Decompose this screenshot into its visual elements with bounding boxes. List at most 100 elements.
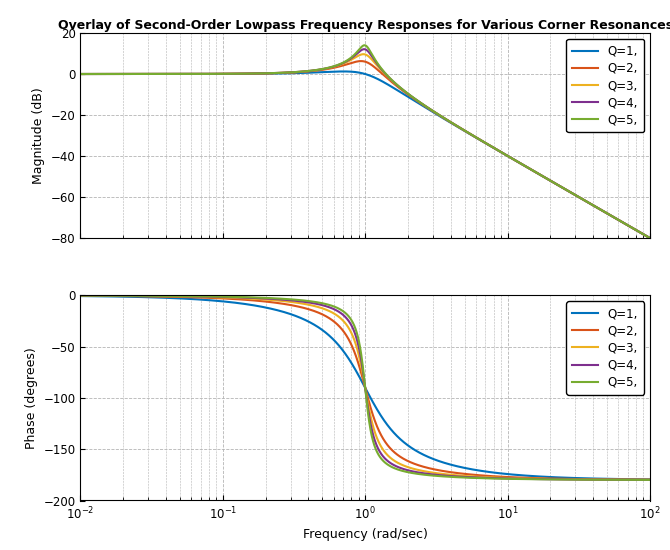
Q=1, — [646, 235, 654, 241]
Q=3, — [320, 305, 328, 312]
Q=2, — [76, 71, 84, 78]
Q=5, — [141, 293, 149, 299]
Q=4, — [141, 71, 149, 78]
Q=3, — [574, 193, 582, 200]
Q=3, — [646, 235, 654, 241]
Q=5, — [295, 296, 303, 303]
Q=2, — [320, 312, 328, 318]
Q=5, — [320, 300, 328, 307]
Q=4, — [646, 476, 654, 483]
Q=1, — [634, 476, 643, 482]
Q=5, — [635, 228, 643, 235]
Q=4, — [360, 46, 368, 52]
Line: Q=4,: Q=4, — [80, 49, 650, 238]
Q=1, — [76, 71, 84, 78]
Q=3, — [175, 70, 183, 77]
Q=5, — [634, 476, 643, 483]
Q=5, — [76, 292, 84, 299]
Q=1, — [295, 70, 303, 76]
Q=4, — [635, 228, 643, 235]
Q=4, — [76, 292, 84, 299]
Line: Q=3,: Q=3, — [80, 54, 650, 238]
Q=4, — [320, 302, 328, 309]
Q=1, — [574, 475, 582, 481]
Q=5, — [295, 69, 303, 75]
Q=2, — [635, 228, 643, 235]
Q=2, — [320, 67, 328, 73]
Y-axis label: Magnitude (dB): Magnitude (dB) — [32, 87, 46, 184]
Q=5, — [76, 71, 84, 78]
Q=1, — [141, 294, 149, 300]
Q=2, — [141, 293, 149, 300]
Q=1, — [340, 68, 348, 75]
Q=1, — [76, 293, 84, 299]
Q=5, — [175, 293, 183, 299]
Q=2, — [646, 476, 654, 483]
Q=3, — [295, 69, 303, 75]
Q=3, — [359, 51, 367, 58]
Q=4, — [574, 476, 582, 483]
Q=1, — [175, 295, 183, 301]
Q=2, — [634, 476, 643, 483]
Q=3, — [634, 476, 643, 483]
Line: Q=5,: Q=5, — [80, 45, 650, 238]
Q=2, — [76, 293, 84, 299]
Y-axis label: Phase (degrees): Phase (degrees) — [25, 347, 38, 449]
Q=4, — [646, 235, 654, 241]
Q=4, — [295, 69, 303, 75]
Legend: Q=1,, Q=2,, Q=3,, Q=4,, Q=5,: Q=1,, Q=2,, Q=3,, Q=4,, Q=5, — [566, 301, 644, 395]
Q=3, — [141, 71, 149, 78]
Q=2, — [574, 193, 582, 200]
Line: Q=2,: Q=2, — [80, 296, 650, 480]
Q=5, — [646, 235, 654, 241]
Q=1, — [574, 193, 582, 200]
Q=2, — [175, 70, 183, 77]
Q=1, — [141, 71, 149, 78]
Q=3, — [646, 476, 654, 483]
Q=3, — [574, 476, 582, 483]
Q=2, — [574, 476, 582, 482]
Line: Q=1,: Q=1, — [80, 72, 650, 238]
Q=3, — [141, 293, 149, 299]
Q=3, — [295, 300, 303, 306]
Q=3, — [76, 293, 84, 299]
Q=5, — [574, 193, 582, 200]
Q=4, — [76, 71, 84, 78]
Q=1, — [320, 69, 328, 75]
Q=5, — [646, 477, 654, 483]
Q=1, — [635, 228, 643, 235]
Line: Q=2,: Q=2, — [80, 61, 650, 238]
Q=3, — [635, 228, 643, 235]
Q=4, — [295, 298, 303, 304]
Q=3, — [76, 71, 84, 78]
Q=4, — [574, 193, 582, 200]
Line: Q=5,: Q=5, — [80, 295, 650, 480]
Q=3, — [320, 66, 328, 73]
Q=1, — [175, 71, 183, 78]
Q=1, — [320, 328, 328, 334]
Line: Q=3,: Q=3, — [80, 296, 650, 480]
Q=5, — [141, 71, 149, 78]
Q=4, — [175, 293, 183, 300]
Q=3, — [175, 293, 183, 300]
Q=4, — [320, 65, 328, 72]
Q=1, — [295, 314, 303, 321]
Title: Overlay of Second-Order Lowpass Frequency Responses for Various Corner Resonance: Overlay of Second-Order Lowpass Frequenc… — [58, 19, 670, 32]
Q=5, — [175, 70, 183, 77]
X-axis label: Frequency (rad/sec): Frequency (rad/sec) — [303, 527, 427, 541]
Q=5, — [360, 42, 369, 48]
Line: Q=4,: Q=4, — [80, 295, 650, 480]
Q=4, — [175, 70, 183, 77]
Q=4, — [634, 476, 643, 483]
Q=2, — [295, 304, 303, 310]
Q=2, — [175, 294, 183, 300]
Q=2, — [141, 71, 149, 78]
Q=1, — [646, 476, 654, 483]
Legend: Q=1,, Q=2,, Q=3,, Q=4,, Q=5,: Q=1,, Q=2,, Q=3,, Q=4,, Q=5, — [566, 39, 644, 132]
Q=2, — [357, 58, 365, 64]
Line: Q=1,: Q=1, — [80, 296, 650, 480]
Q=5, — [320, 65, 328, 72]
Q=5, — [574, 476, 582, 483]
Q=2, — [646, 235, 654, 241]
Q=4, — [141, 293, 149, 299]
